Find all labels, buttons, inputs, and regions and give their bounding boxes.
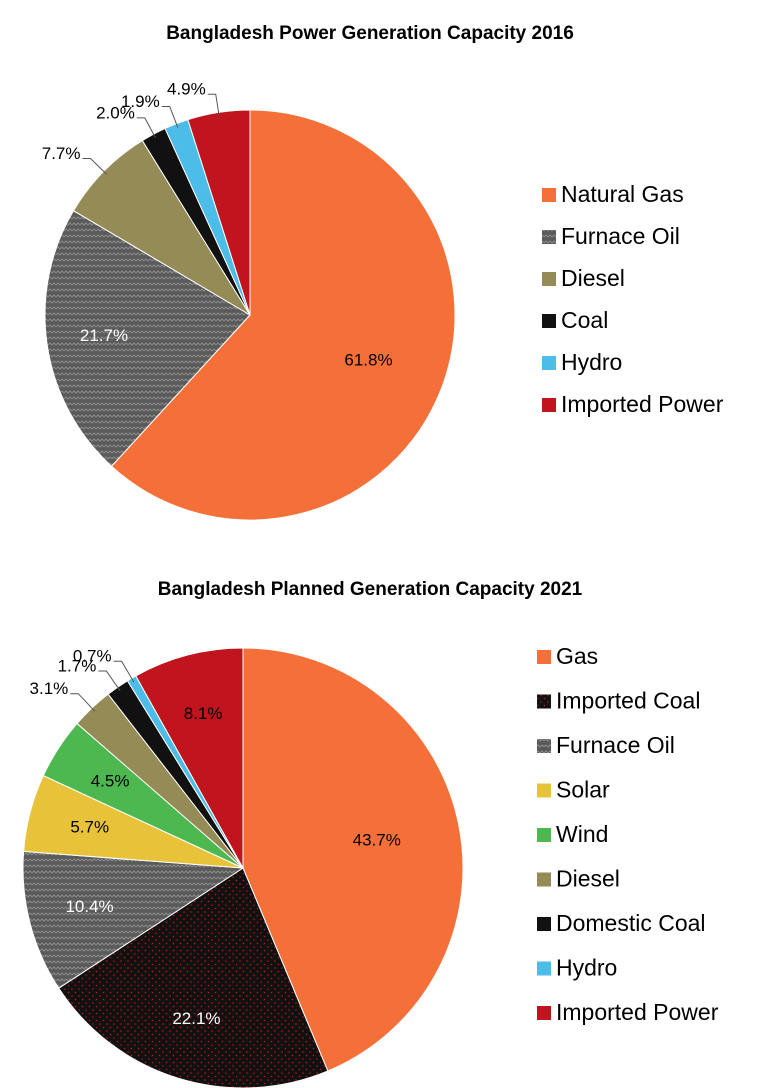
- legend-swatch: [537, 872, 551, 887]
- legend-label: Hydro: [556, 955, 617, 981]
- leader-line: [70, 693, 96, 712]
- value-label: 4.5%: [91, 771, 130, 790]
- value-label: 61.8%: [344, 351, 392, 370]
- value-label: 7.7%: [42, 144, 81, 163]
- chart-title: Bangladesh Planned Generation Capacity 2…: [158, 579, 583, 600]
- leader-line: [161, 105, 179, 128]
- leader-line: [207, 93, 220, 117]
- legend-swatch: [537, 783, 551, 798]
- value-label: 0.7%: [73, 647, 112, 666]
- leader-line: [113, 660, 135, 683]
- value-label: 10.4%: [65, 897, 113, 916]
- chart-title: Bangladesh Power Generation Capacity 201…: [166, 23, 574, 44]
- pie-slice: [110, 109, 456, 521]
- legend-swatch: [537, 917, 551, 931]
- legend-swatch: [542, 314, 556, 328]
- legend-label: Imported Coal: [556, 688, 700, 714]
- value-label: 5.7%: [70, 818, 109, 837]
- pie-slice: [242, 647, 464, 1072]
- legend-swatch: [537, 650, 551, 664]
- legend-label: Coal: [561, 307, 608, 333]
- legend-label: Diesel: [556, 866, 620, 892]
- legend-label: Hydro: [561, 349, 622, 375]
- leader-line: [82, 157, 107, 175]
- value-label: 22.1%: [172, 1009, 220, 1028]
- leader-line: [98, 670, 121, 692]
- legend-swatch: [537, 739, 551, 753]
- value-label: 3.1%: [30, 679, 69, 698]
- legend-label: Gas: [556, 643, 598, 669]
- legend-swatch: [542, 356, 556, 370]
- value-label: 1.7%: [58, 656, 97, 675]
- legend-label: Imported Power: [556, 999, 719, 1025]
- value-label: 4.9%: [167, 80, 206, 99]
- leader-line: [136, 117, 156, 138]
- legend-swatch: [542, 272, 556, 286]
- legend-label: Furnace Oil: [561, 223, 680, 249]
- value-label: 21.7%: [80, 326, 128, 345]
- legend-swatch: [537, 1006, 551, 1020]
- pie-slice: [44, 209, 251, 467]
- value-label: 43.7%: [353, 831, 401, 850]
- pie-slice: [135, 647, 244, 870]
- legend-label: Furnace Oil: [556, 732, 675, 758]
- legend-label: Solar: [556, 777, 610, 803]
- value-label: 8.1%: [184, 704, 223, 723]
- legend-swatch: [537, 694, 551, 709]
- value-label: 2.0%: [96, 103, 135, 122]
- legend-label: Diesel: [561, 265, 625, 291]
- legend-label: Domestic Coal: [556, 910, 706, 936]
- legend-label: Wind: [556, 821, 608, 847]
- legend-label: Imported Power: [561, 391, 724, 417]
- pie-slice: [58, 867, 329, 1088]
- legend-label: Natural Gas: [561, 181, 684, 207]
- legend-swatch: [537, 828, 551, 842]
- value-label: 1.9%: [121, 92, 160, 111]
- legend-swatch: [542, 398, 556, 412]
- legend-swatch: [542, 230, 556, 244]
- legend-swatch: [542, 188, 556, 202]
- pie-slice: [22, 850, 245, 989]
- legend-swatch: [537, 961, 551, 976]
